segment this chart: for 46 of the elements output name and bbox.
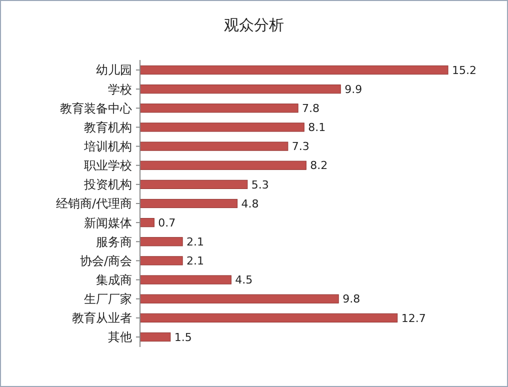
bar: [140, 313, 398, 322]
bar: [140, 294, 339, 304]
y-tick-label: 教育机构: [84, 120, 132, 134]
data-label: 8.2: [310, 159, 328, 172]
bar: [140, 332, 171, 342]
data-label: 5.3: [251, 178, 269, 192]
data-label: 2.1: [186, 254, 204, 268]
bar: [140, 160, 306, 170]
y-tick-label: 其他: [108, 330, 132, 344]
y-tick-label: 教育从业者: [72, 311, 132, 326]
bar: [140, 65, 448, 75]
data-label: 7.8: [302, 102, 320, 115]
y-tick-label: 协会/商会: [80, 254, 132, 268]
bar: [140, 198, 238, 208]
bar: [140, 218, 154, 228]
data-label: 12.7: [401, 312, 426, 325]
y-tick-label: 培训机构: [83, 139, 132, 154]
bar: [140, 84, 341, 94]
data-label: 8.1: [308, 121, 326, 134]
data-label: 9.9: [344, 82, 362, 96]
data-label: 4.8: [241, 197, 259, 210]
y-tick-label: 新闻媒体: [84, 216, 132, 230]
y-tick-label: 教育装备中心: [60, 101, 132, 116]
bar: [140, 275, 232, 284]
y-tick-label: 投资机构: [83, 178, 132, 192]
data-label: 4.5: [235, 274, 253, 287]
data-label: 2.1: [186, 235, 204, 248]
bar: [140, 237, 183, 246]
bar: [140, 104, 298, 113]
bar: [140, 122, 304, 132]
data-label: 0.7: [158, 216, 176, 230]
y-tick-label: 幼儿园: [96, 63, 132, 78]
bar: [140, 142, 288, 151]
data-label: 1.5: [174, 330, 192, 344]
y-tick-label: 经销商/代理商: [56, 196, 132, 211]
data-label: 9.8: [342, 292, 360, 306]
data-label: 15.2: [452, 64, 476, 77]
chart-title: 观众分析: [224, 16, 284, 34]
y-tick-label: 服务商: [96, 234, 132, 249]
y-tick-label: 集成商: [96, 272, 132, 287]
y-tick-label: 学校: [108, 82, 132, 96]
bar: [140, 256, 183, 266]
y-tick-label: 职业学校: [84, 158, 132, 173]
data-label: 7.3: [292, 140, 310, 154]
bar: [140, 180, 248, 189]
y-tick-label: 生厂厂家: [84, 292, 132, 306]
